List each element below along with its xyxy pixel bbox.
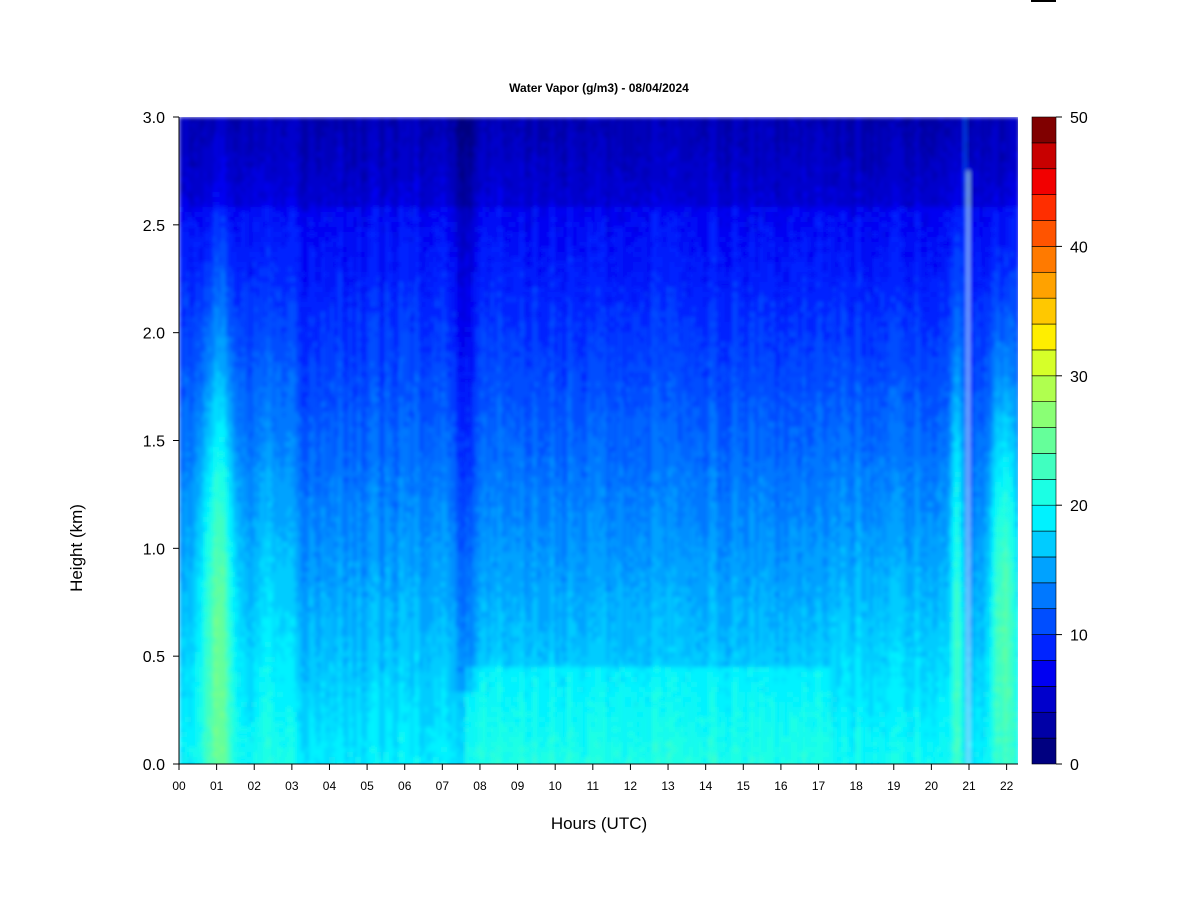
chart-title: Water Vapor (g/m3) - 08/04/2024	[509, 81, 689, 95]
heatmap-field	[179, 117, 1020, 768]
corner-mark	[1031, 0, 1056, 2]
plot-area	[179, 117, 1020, 768]
